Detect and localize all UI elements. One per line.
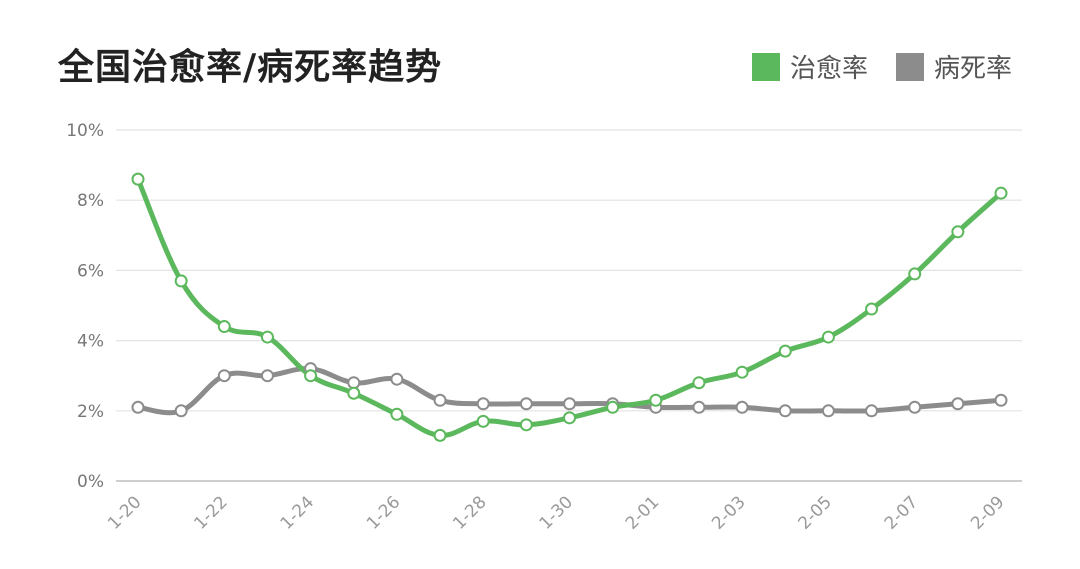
y-tick-label: 8% bbox=[77, 191, 104, 211]
data-point-cure-rate bbox=[994, 186, 1008, 200]
data-point-death-rate bbox=[735, 400, 749, 414]
x-tick-label: 1-20 bbox=[104, 492, 145, 533]
data-point-cure-rate bbox=[735, 365, 749, 379]
data-point-cure-rate bbox=[951, 225, 965, 239]
y-tick-label: 0% bbox=[77, 472, 104, 492]
x-tick-label: 1-30 bbox=[536, 492, 577, 533]
data-point-death-rate bbox=[476, 397, 490, 411]
data-point-death-rate bbox=[390, 372, 404, 386]
x-tick-label: 2-09 bbox=[967, 492, 1008, 533]
data-point-death-rate bbox=[519, 397, 533, 411]
data-point-death-rate bbox=[908, 400, 922, 414]
legend-item-cure-rate[interactable]: 治愈率 bbox=[752, 48, 868, 85]
data-point-death-rate bbox=[563, 397, 576, 411]
data-point-cure-rate bbox=[778, 344, 792, 358]
y-tick-label: 4% bbox=[77, 332, 104, 352]
data-point-cure-rate bbox=[433, 428, 447, 442]
legend-swatch-death-rate bbox=[896, 52, 924, 81]
data-point-death-rate bbox=[131, 400, 145, 414]
data-point-death-rate bbox=[347, 376, 361, 390]
y-tick-label: 2% bbox=[77, 402, 104, 422]
data-point-death-rate bbox=[217, 369, 231, 383]
data-point-death-rate bbox=[821, 404, 835, 418]
x-tick-label: 1-24 bbox=[277, 492, 318, 533]
x-tick-label: 2-01 bbox=[622, 492, 663, 533]
data-point-death-rate bbox=[865, 404, 879, 418]
data-point-cure-rate bbox=[347, 386, 361, 400]
data-point-cure-rate bbox=[260, 330, 274, 344]
data-point-cure-rate bbox=[908, 267, 922, 281]
y-tick-label: 6% bbox=[77, 261, 104, 281]
data-point-death-rate bbox=[692, 400, 706, 414]
data-point-death-rate bbox=[433, 393, 447, 407]
data-point-cure-rate bbox=[606, 400, 620, 414]
x-tick-label: 1-26 bbox=[363, 492, 404, 533]
legend-swatch-cure-rate bbox=[752, 52, 780, 81]
legend-label-death-rate: 病死率 bbox=[934, 54, 1013, 84]
data-point-cure-rate bbox=[563, 411, 576, 425]
legend-item-death-rate[interactable]: 病死率 bbox=[896, 48, 1012, 85]
data-point-death-rate bbox=[994, 393, 1008, 407]
x-tick-label: 2-05 bbox=[795, 492, 836, 533]
data-point-death-rate bbox=[174, 404, 188, 418]
data-point-cure-rate bbox=[217, 320, 231, 334]
x-tick-label: 2-07 bbox=[881, 492, 922, 533]
data-point-cure-rate bbox=[304, 369, 318, 383]
data-point-cure-rate bbox=[476, 414, 490, 428]
data-point-cure-rate bbox=[519, 418, 533, 432]
data-point-death-rate bbox=[951, 397, 965, 411]
data-point-cure-rate bbox=[821, 330, 835, 344]
data-point-death-rate bbox=[260, 369, 274, 383]
data-point-cure-rate bbox=[692, 376, 706, 390]
y-tick-label: 10% bbox=[66, 121, 104, 141]
data-point-cure-rate bbox=[649, 393, 663, 407]
x-tick-label: 1-22 bbox=[190, 492, 231, 533]
data-point-cure-rate bbox=[131, 172, 145, 186]
legend-label-cure-rate: 治愈率 bbox=[790, 54, 869, 84]
data-point-death-rate bbox=[778, 404, 792, 418]
x-tick-label: 1-28 bbox=[449, 492, 490, 533]
data-point-cure-rate bbox=[865, 302, 879, 316]
data-point-cure-rate bbox=[174, 274, 188, 288]
x-tick-label: 2-03 bbox=[708, 492, 749, 533]
data-point-cure-rate bbox=[390, 407, 404, 421]
chart-title: 全国治愈率/病死率趋势 bbox=[58, 47, 443, 88]
